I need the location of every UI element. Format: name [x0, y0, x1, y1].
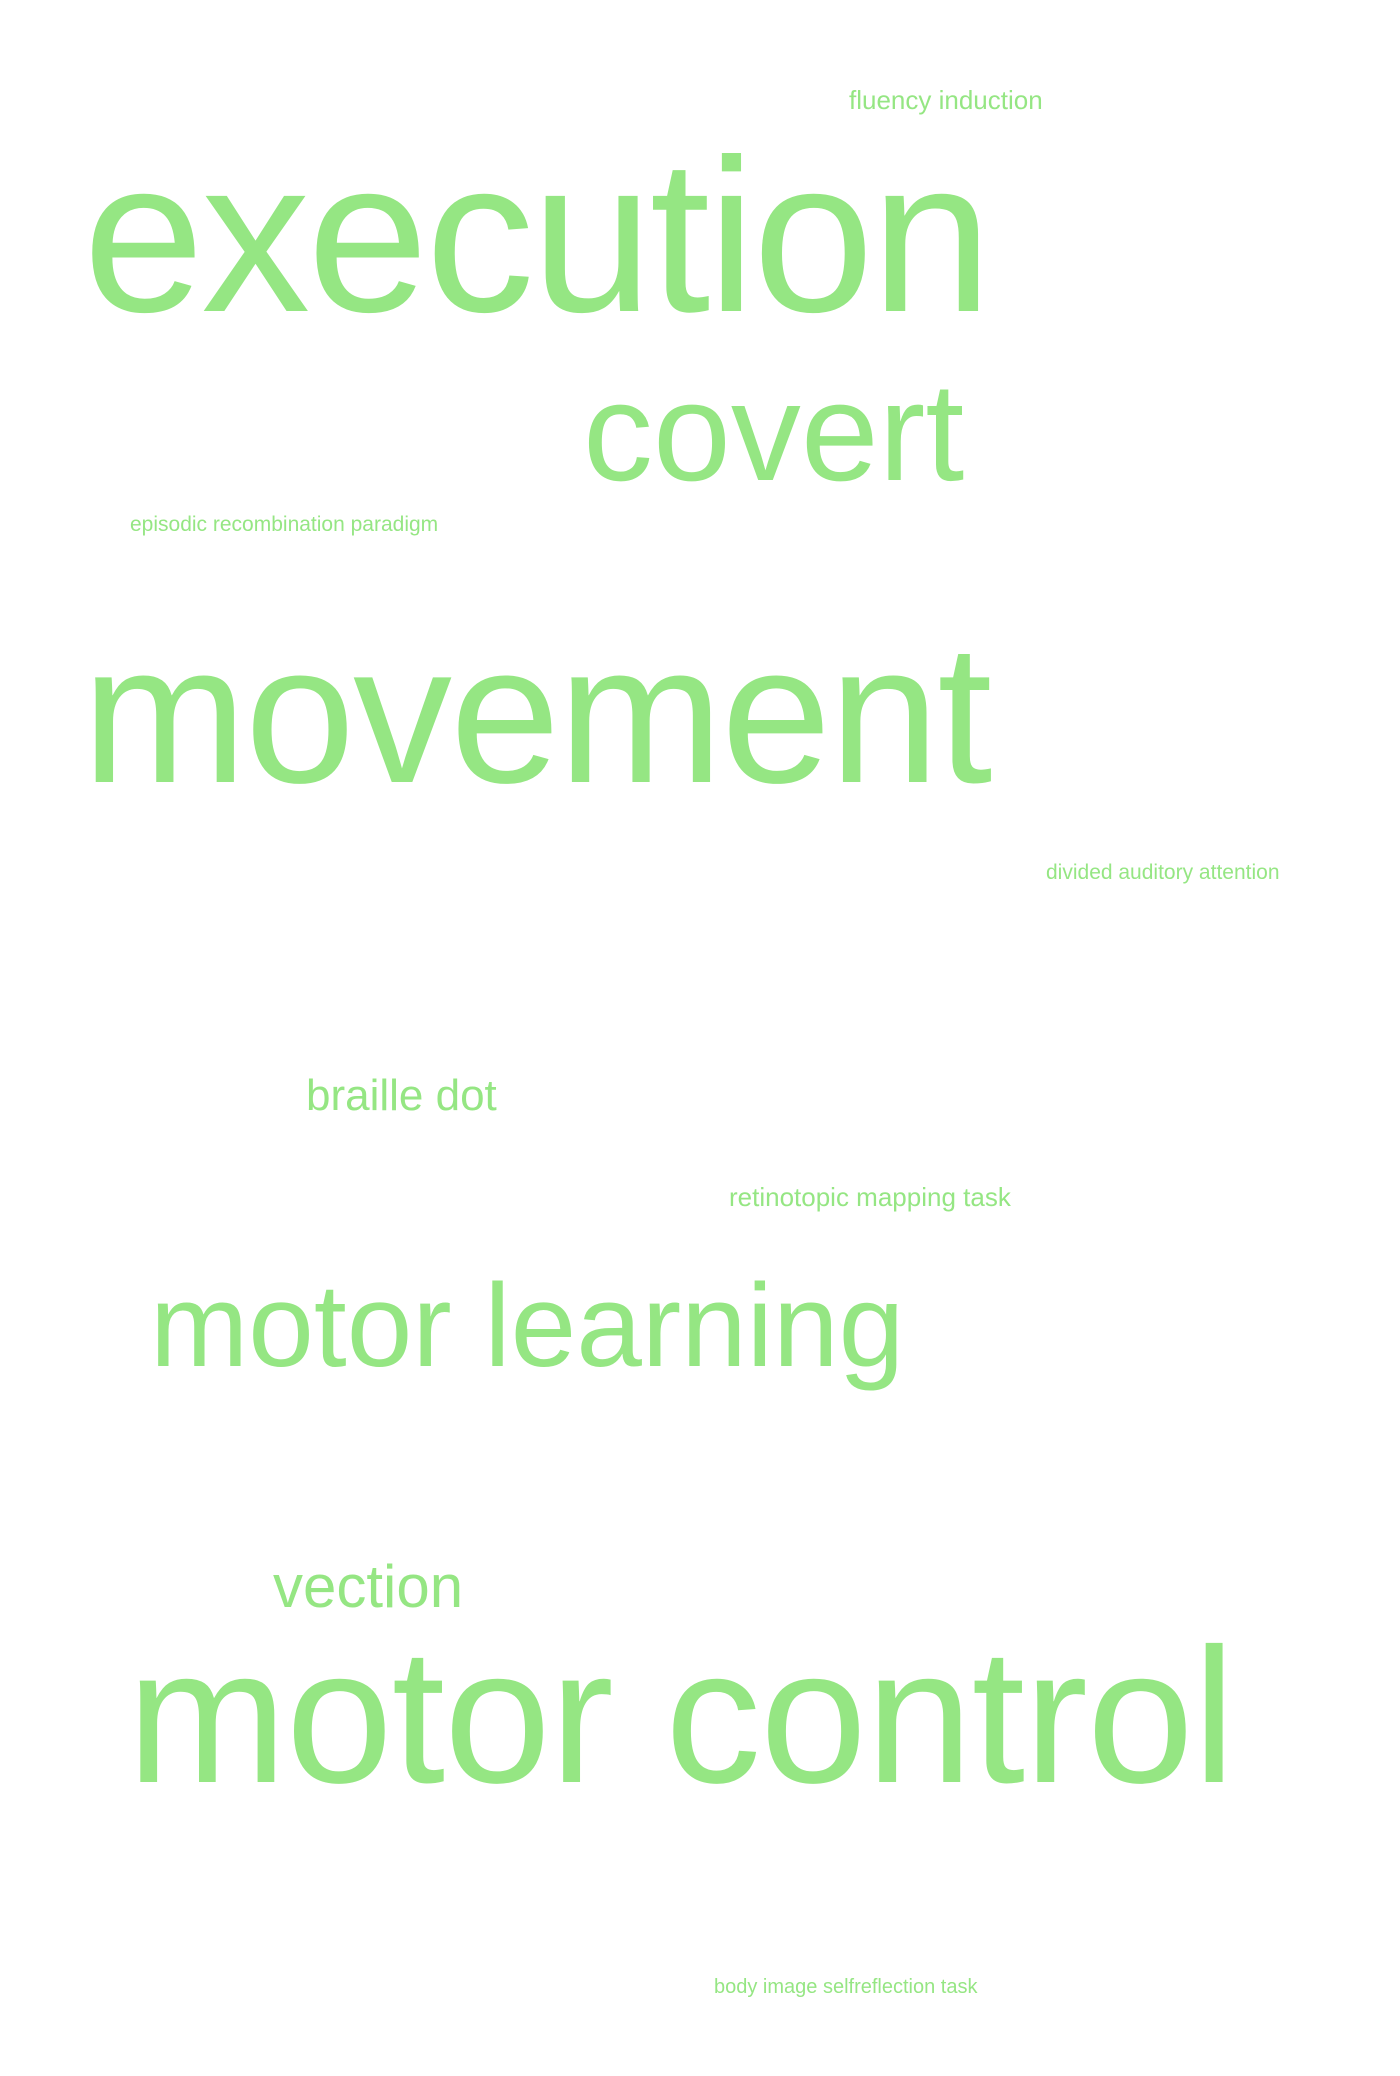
word-episodic-recombination-paradigm: episodic recombination paradigm [130, 513, 439, 536]
word-vection: vection [273, 1553, 464, 1620]
word-covert: covert [583, 353, 965, 510]
word-retinotopic-mapping-task: retinotopic mapping task [729, 1182, 1011, 1212]
word-body-image-selfreflection-task: body image selfreflection task [714, 1976, 978, 1998]
word-fluency-induction: fluency induction [849, 85, 1043, 115]
word-divided-auditory-attention: divided auditory attention [1046, 861, 1280, 884]
word-execution: execution [83, 115, 992, 358]
word-braille-dot: braille dot [306, 1071, 497, 1120]
word-movement: movement [82, 603, 992, 824]
word-motor-control: motor control [127, 1608, 1235, 1823]
word-motor-learning: motor learning [150, 1260, 905, 1392]
